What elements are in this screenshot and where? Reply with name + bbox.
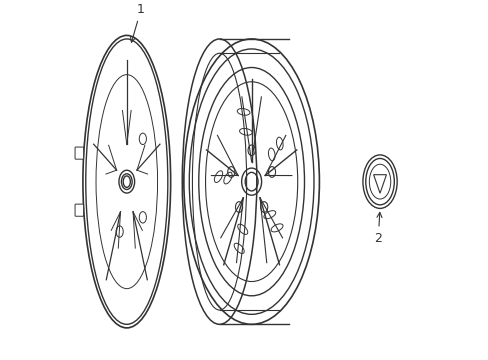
Polygon shape	[373, 175, 386, 193]
Text: 1: 1	[130, 3, 145, 42]
FancyBboxPatch shape	[75, 204, 83, 216]
FancyBboxPatch shape	[75, 147, 83, 159]
Text: 2: 2	[373, 212, 382, 244]
